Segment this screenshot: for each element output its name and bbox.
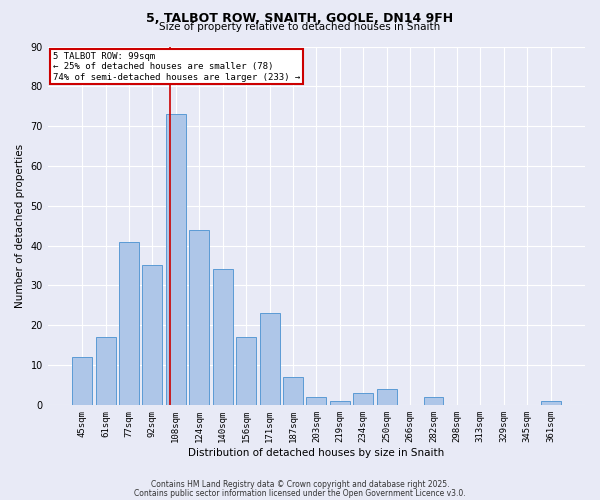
Text: Size of property relative to detached houses in Snaith: Size of property relative to detached ho…: [160, 22, 440, 32]
Text: Contains HM Land Registry data © Crown copyright and database right 2025.: Contains HM Land Registry data © Crown c…: [151, 480, 449, 489]
Bar: [330, 401, 350, 405]
Y-axis label: Number of detached properties: Number of detached properties: [15, 144, 25, 308]
Text: 5 TALBOT ROW: 99sqm
← 25% of detached houses are smaller (78)
74% of semi-detach: 5 TALBOT ROW: 99sqm ← 25% of detached ho…: [53, 52, 301, 82]
Bar: [142, 266, 163, 405]
Bar: [166, 114, 186, 405]
Bar: [260, 314, 280, 405]
Bar: [541, 401, 560, 405]
Bar: [353, 393, 373, 405]
Bar: [283, 377, 303, 405]
Bar: [95, 337, 116, 405]
Bar: [377, 389, 397, 405]
Bar: [236, 337, 256, 405]
Bar: [190, 230, 209, 405]
Bar: [119, 242, 139, 405]
Bar: [307, 397, 326, 405]
Text: Contains public sector information licensed under the Open Government Licence v3: Contains public sector information licen…: [134, 488, 466, 498]
Bar: [213, 270, 233, 405]
X-axis label: Distribution of detached houses by size in Snaith: Distribution of detached houses by size …: [188, 448, 445, 458]
Text: 5, TALBOT ROW, SNAITH, GOOLE, DN14 9FH: 5, TALBOT ROW, SNAITH, GOOLE, DN14 9FH: [146, 12, 454, 26]
Bar: [72, 357, 92, 405]
Bar: [424, 397, 443, 405]
